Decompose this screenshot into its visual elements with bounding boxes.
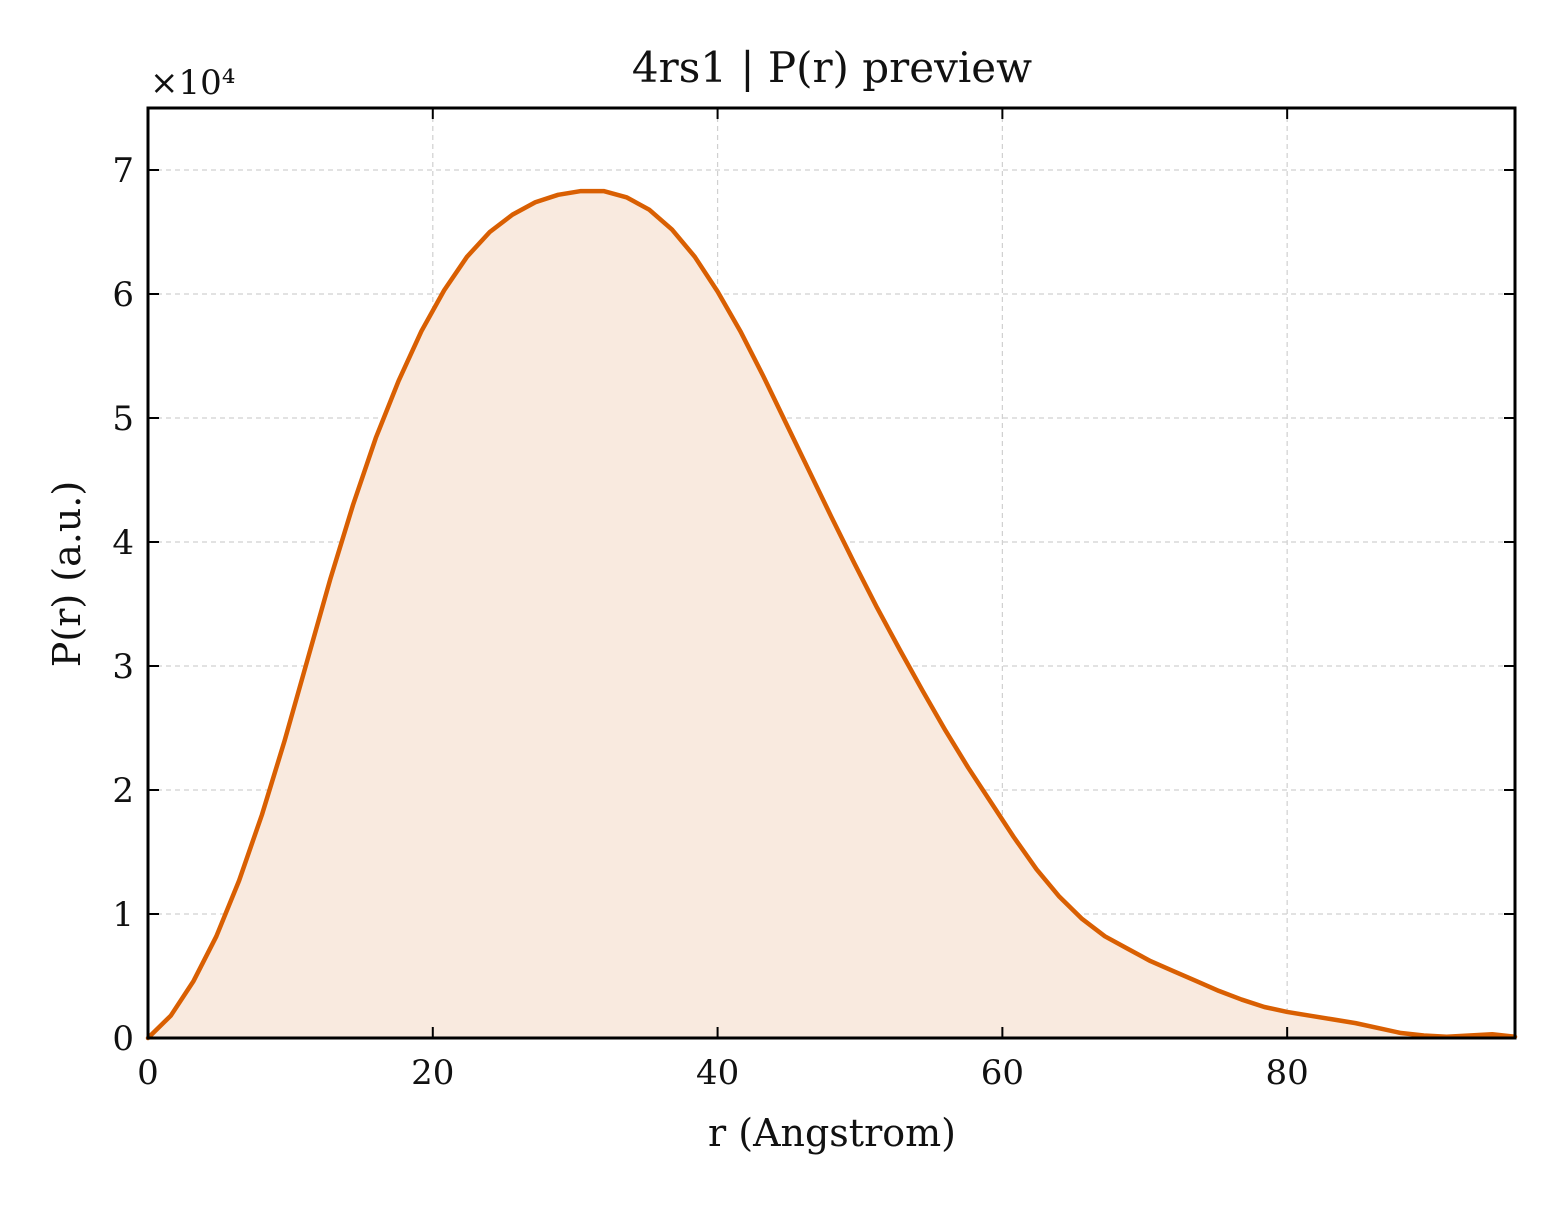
axes [146, 106, 1517, 1040]
x-tick-label: 20 [411, 1053, 454, 1093]
series-line-group [145, 188, 1518, 1041]
plot-frame [146, 106, 1517, 1040]
y-tick-label: 6 [112, 275, 134, 315]
y-tick-label: 1 [112, 895, 134, 935]
ticks: 0 20 40 60 80 0 1 2 3 4 5 6 7 [112, 108, 1515, 1093]
series-line [145, 188, 1518, 1041]
x-tick-label: 40 [696, 1053, 739, 1093]
y-tick-label: 5 [112, 399, 134, 439]
y-tick-label: 7 [112, 151, 134, 191]
x-axis-label: r (Angstrom) [708, 1111, 956, 1155]
area-fill [148, 191, 1515, 1038]
y-axis-multiplier: ×10⁴ [150, 63, 235, 103]
y-axis-label: P(r) (a.u.) [45, 481, 89, 667]
area-fill-group [148, 191, 1515, 1038]
y-tick-label: 4 [112, 523, 134, 563]
x-tick-label: 0 [137, 1053, 159, 1093]
y-tick-label: 2 [112, 771, 134, 811]
x-tick-label: 80 [1266, 1053, 1309, 1093]
y-tick-label: 0 [112, 1019, 134, 1059]
y-tick-label: 3 [112, 647, 134, 687]
x-tick-label: 60 [981, 1053, 1024, 1093]
chart-title: 4rs1 | P(r) preview [632, 43, 1032, 92]
